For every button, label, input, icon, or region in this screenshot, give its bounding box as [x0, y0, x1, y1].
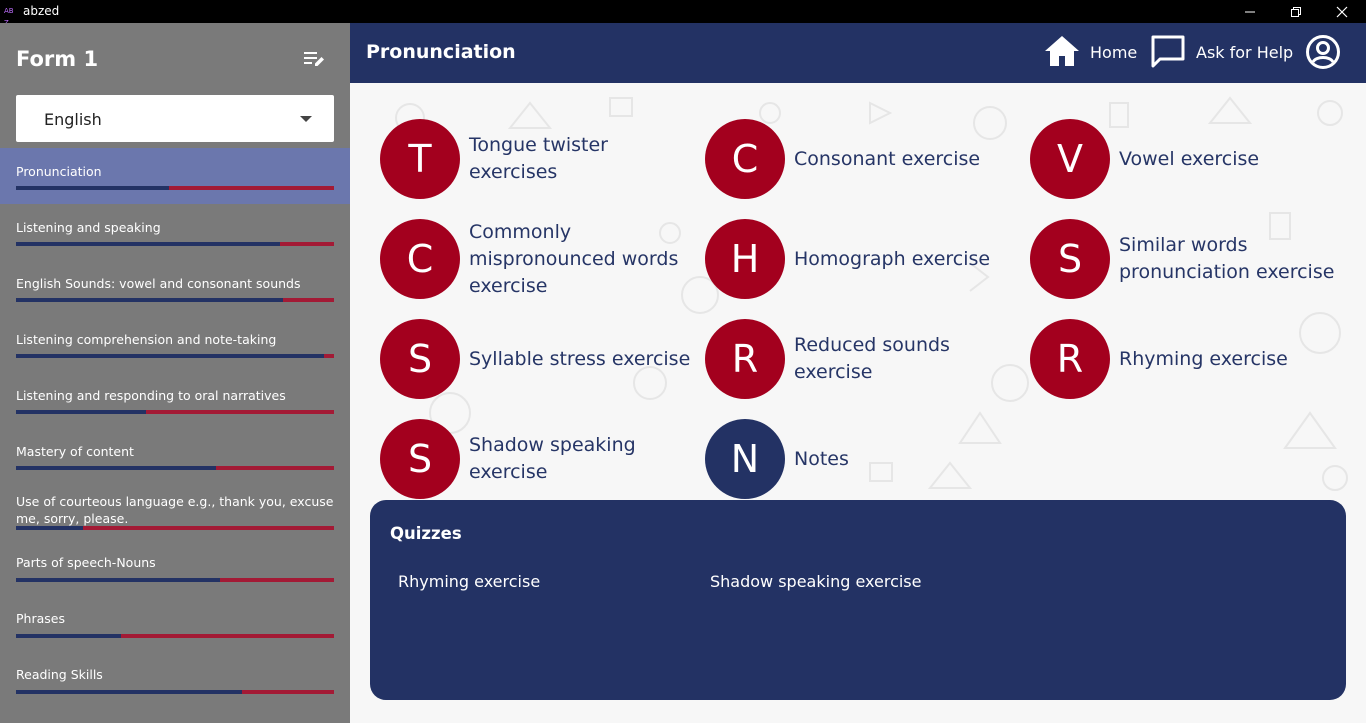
- ask-for-help-button[interactable]: Ask for Help: [1196, 43, 1294, 62]
- sidebar-item-phrases[interactable]: Phrases: [0, 596, 350, 652]
- app-header: Pronunciation Home Ask for Help: [350, 23, 1366, 83]
- exercise-letter-badge: N: [705, 419, 785, 499]
- progress-bar: [16, 354, 334, 358]
- sidebar-item-label: Pronunciation: [16, 164, 102, 179]
- exercise-vowel[interactable]: V Vowel exercise: [1030, 119, 1350, 199]
- chevron-down-icon: [300, 116, 312, 122]
- playlist-edit-icon[interactable]: [302, 48, 326, 70]
- exercise-label: Rhyming exercise: [1119, 347, 1288, 370]
- home-icon[interactable]: [1044, 34, 1080, 68]
- exercise-commonly-mispronounced[interactable]: C Commonly mispronounced words exercise: [380, 219, 700, 299]
- exercise-label: Notes: [794, 447, 849, 470]
- quizzes-panel: Quizzes Rhyming exercise Shadow speaking…: [370, 500, 1346, 700]
- sidebar-item-parts-of-speech-nouns[interactable]: Parts of speech-Nouns: [0, 540, 350, 596]
- sidebar-item-label: Listening and speaking: [16, 220, 161, 235]
- title-bar: AB Z abzed: [0, 0, 1366, 27]
- chat-icon[interactable]: [1150, 34, 1186, 70]
- exercise-letter-badge: S: [1030, 219, 1110, 299]
- progress-bar: [16, 242, 334, 246]
- exercise-label: Shadow speaking exercise: [469, 434, 636, 483]
- exercise-reduced-sounds[interactable]: R Reduced sounds exercise: [705, 319, 1025, 399]
- quiz-item-rhyming[interactable]: Rhyming exercise: [398, 572, 541, 591]
- exercise-letter-badge: C: [380, 219, 460, 299]
- exercise-letter-badge: R: [705, 319, 785, 399]
- home-button[interactable]: Home: [1090, 43, 1138, 62]
- progress-bar: [16, 578, 334, 582]
- sidebar-item-label: Mastery of content: [16, 444, 134, 459]
- page-title: Pronunciation: [366, 41, 516, 63]
- progress-bar: [16, 410, 334, 414]
- sidebar-item-label: Phrases: [16, 611, 65, 626]
- exercise-syllable-stress[interactable]: S Syllable stress exercise: [380, 319, 700, 399]
- exercise-similar-words[interactable]: S Similar words pronunciation exercise: [1030, 219, 1350, 299]
- sidebar-item-mastery-of-content[interactable]: Mastery of content: [0, 428, 350, 484]
- language-value: English: [44, 110, 102, 129]
- sidebar-item-reading-skills[interactable]: Reading Skills: [0, 652, 350, 708]
- sidebar-item-pronunciation[interactable]: Pronunciation: [0, 148, 350, 204]
- sidebar-item-label: Reading Skills: [16, 667, 103, 682]
- app-name: abzed: [23, 4, 60, 18]
- minimize-button[interactable]: [1227, 0, 1273, 23]
- exercise-letter-badge: H: [705, 219, 785, 299]
- sidebar-item-english-sounds[interactable]: English Sounds: vowel and consonant soun…: [0, 260, 350, 316]
- exercise-rhyming[interactable]: R Rhyming exercise: [1030, 319, 1350, 399]
- sidebar-item-listening-comprehension[interactable]: Listening comprehension and note-taking: [0, 316, 350, 372]
- language-select[interactable]: English: [16, 95, 334, 142]
- exercise-label: Commonly mispronounced words exercise: [469, 220, 679, 297]
- exercise-letter-badge: V: [1030, 119, 1110, 199]
- exercise-shadow-speaking[interactable]: S Shadow speaking exercise: [380, 419, 700, 499]
- sidebar-item-listening-and-speaking[interactable]: Listening and speaking: [0, 204, 350, 260]
- restore-button[interactable]: [1273, 0, 1319, 23]
- exercise-consonant[interactable]: C Consonant exercise: [705, 119, 1025, 199]
- exercise-label: Similar words pronunciation exercise: [1119, 234, 1335, 283]
- notes-item[interactable]: N Notes: [705, 419, 1025, 499]
- progress-bar: [16, 298, 334, 302]
- sidebar-item-label: Use of courteous language e.g., thank yo…: [16, 494, 334, 526]
- main-content: T Tongue twister exercises C Consonant e…: [350, 83, 1366, 723]
- sidebar-item-label: English Sounds: vowel and consonant soun…: [16, 276, 301, 291]
- form-title: Form 1: [16, 47, 99, 71]
- quizzes-title: Quizzes: [390, 524, 462, 543]
- exercise-label: Tongue twister exercises: [469, 134, 608, 183]
- close-button[interactable]: [1319, 0, 1365, 23]
- progress-bar: [16, 526, 334, 530]
- exercise-letter-badge: S: [380, 419, 460, 499]
- quiz-item-shadow-speaking[interactable]: Shadow speaking exercise: [710, 572, 922, 591]
- sidebar-item-label: Parts of speech-Nouns: [16, 555, 156, 570]
- progress-bar: [16, 186, 334, 190]
- close-icon: [1336, 6, 1348, 17]
- exercise-label: Homograph exercise: [794, 247, 991, 270]
- exercise-homograph[interactable]: H Homograph exercise: [705, 219, 1025, 299]
- progress-bar: [16, 466, 334, 470]
- sidebar-item-courteous-language[interactable]: Use of courteous language e.g., thank yo…: [0, 484, 350, 540]
- app-logo: AB Z: [4, 7, 14, 27]
- exercise-letter-badge: S: [380, 319, 460, 399]
- sidebar: Form 1 English Pronunciation Listening a…: [0, 23, 350, 723]
- restore-icon: [1291, 6, 1301, 17]
- progress-bar: [16, 634, 334, 638]
- progress-bar: [16, 690, 334, 694]
- exercise-label: Reduced sounds exercise: [794, 334, 950, 383]
- exercise-letter-badge: T: [380, 119, 460, 199]
- sidebar-item-label: Listening comprehension and note-taking: [16, 332, 277, 347]
- exercise-label: Vowel exercise: [1119, 147, 1260, 170]
- account-icon[interactable]: [1305, 34, 1341, 70]
- minimize-icon: [1245, 11, 1255, 12]
- exercise-tongue-twister[interactable]: T Tongue twister exercises: [380, 119, 700, 199]
- sidebar-item-label: Listening and responding to oral narrati…: [16, 388, 286, 403]
- exercise-letter-badge: C: [705, 119, 785, 199]
- exercise-label: Consonant exercise: [794, 147, 981, 170]
- sidebar-item-oral-narratives[interactable]: Listening and responding to oral narrati…: [0, 372, 350, 428]
- exercise-letter-badge: R: [1030, 319, 1110, 399]
- exercise-label: Syllable stress exercise: [469, 347, 691, 370]
